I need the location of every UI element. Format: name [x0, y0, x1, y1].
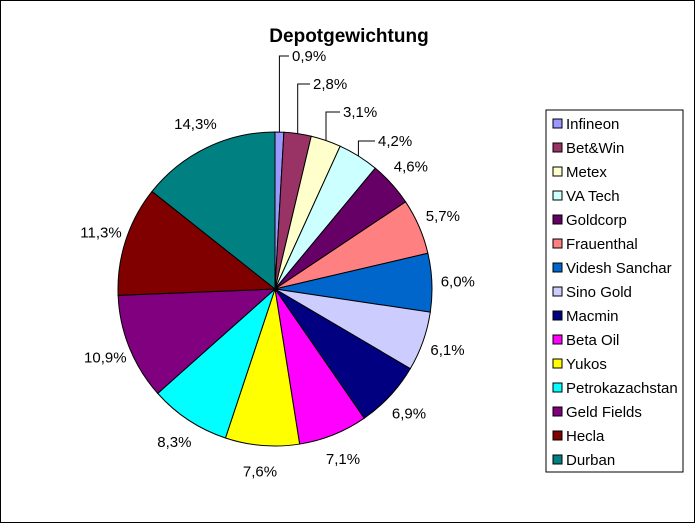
legend-swatch — [552, 430, 563, 441]
legend-swatch — [552, 310, 563, 321]
legend-swatch — [552, 142, 563, 153]
leader-line — [278, 55, 289, 133]
chart-title: Depotgewichtung — [269, 26, 428, 47]
data-label: 4,2% — [378, 133, 412, 150]
data-label: 2,8% — [313, 76, 347, 93]
data-label: 11,3% — [80, 224, 121, 241]
legend-label: Bet&Win — [566, 140, 624, 157]
data-label: 3,1% — [343, 104, 377, 121]
legend-swatch — [552, 406, 563, 417]
leader-lines — [278, 55, 375, 156]
data-label: 7,1% — [326, 451, 360, 468]
leader-line — [297, 83, 310, 134]
legend-label: Hecla — [566, 428, 605, 445]
legend-swatch — [552, 454, 563, 465]
legend-label: Beta Oil — [566, 332, 619, 349]
legend-label: Infineon — [566, 116, 619, 133]
legend-swatch — [552, 382, 563, 393]
legend-swatch — [552, 190, 563, 201]
legend-swatch — [552, 358, 563, 369]
legend-label: Metex — [566, 164, 607, 181]
legend-swatch — [552, 238, 563, 249]
legend-label: Sino Gold — [566, 284, 632, 301]
data-labels: 0,9% 2,8% 3,1%4,2% 4,6% 5,7% 6,0% 6,1% 6,9% 7,1%… — [80, 48, 475, 480]
legend-swatch — [552, 262, 563, 273]
legend-label: Videsh Sanchar — [566, 260, 672, 277]
legend: Infineon Bet&Win Metex VA Tech Goldcorp Fraue… — [545, 109, 684, 473]
legend-label: Frauenthal — [566, 236, 638, 253]
data-label: 4,6% — [394, 159, 428, 176]
legend-label: Macmin — [566, 308, 619, 325]
legend-swatch — [552, 118, 563, 129]
data-label: 6,1% — [430, 342, 464, 359]
slice-geld-fields — [117, 288, 277, 395]
legend-label: Goldcorp — [566, 212, 627, 229]
slice-durban — [151, 131, 276, 291]
legend-swatch — [552, 286, 563, 297]
legend-swatch — [552, 334, 563, 345]
legend-swatch — [552, 214, 563, 225]
legend-box — [545, 109, 684, 473]
slice-hecla — [117, 190, 277, 296]
legend-label: Yukos — [566, 356, 607, 373]
data-label: 14,3% — [174, 116, 217, 133]
legend-swatch — [552, 166, 563, 177]
leader-line — [325, 111, 340, 141]
leader-line — [357, 140, 375, 156]
data-label: 5,7% — [426, 208, 460, 225]
legend-label: VA Tech — [566, 188, 620, 205]
data-label: 10,9% — [84, 350, 127, 367]
legend-label: Petrokazachstan — [566, 380, 678, 397]
data-label: 6,9% — [392, 406, 426, 423]
pie-slices — [117, 131, 433, 447]
legend-label: Geld Fields — [566, 404, 642, 421]
data-label: 0,9% — [292, 48, 326, 65]
data-label: 8,3% — [157, 434, 191, 451]
legend-label: Durban — [566, 452, 615, 469]
data-label: 7,6% — [243, 463, 277, 480]
data-label: 6,0% — [441, 274, 475, 291]
